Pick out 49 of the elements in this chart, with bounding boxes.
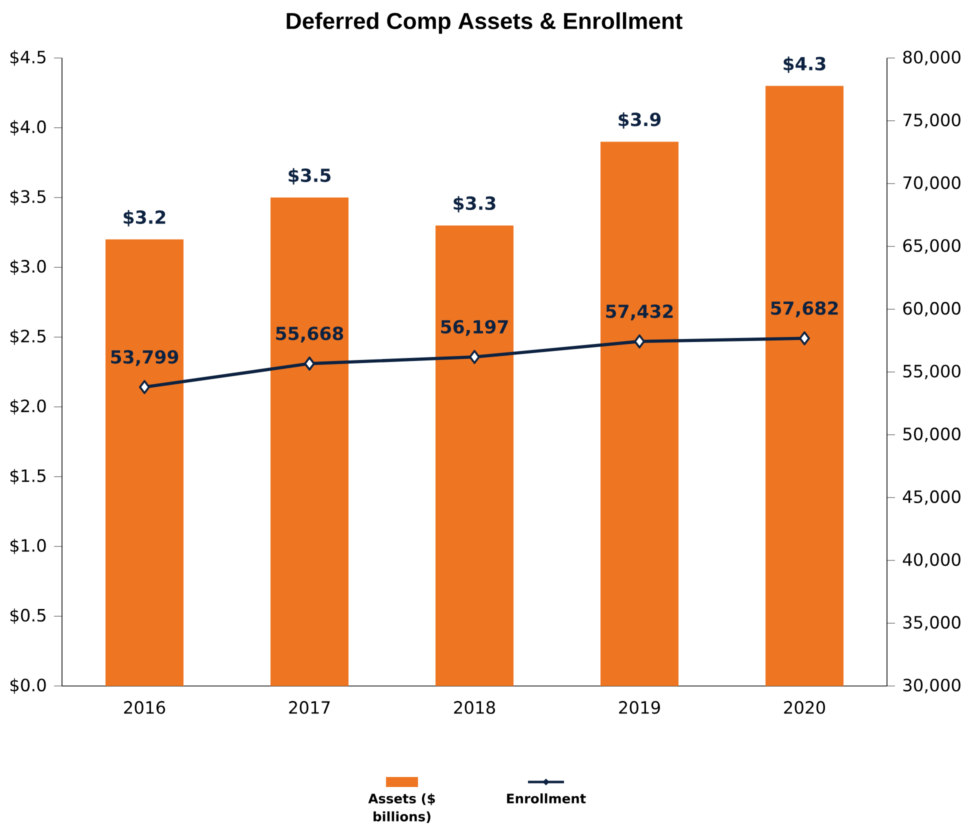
data-label: $3.5 [288, 168, 330, 184]
y2-tick-label: 60,000 [903, 302, 960, 316]
legend-label: Assets ($ billions) [368, 793, 435, 823]
bar [600, 142, 678, 686]
x-tick-label: 2019 [619, 701, 660, 714]
bar [106, 239, 184, 686]
y-tick-label: $4.5 [10, 50, 46, 66]
data-label: $3.9 [618, 112, 661, 129]
y2-tick-label: 35,000 [903, 616, 960, 630]
chart-title: Deferred Comp Assets & Enrollment [286, 12, 682, 34]
data-label: 53,799 [111, 350, 178, 366]
y2-tick-label: 80,000 [903, 50, 960, 66]
x-tick-label: 2020 [784, 701, 825, 714]
y2-tick-label: 65,000 [903, 239, 960, 254]
y2-tick-label: 75,000 [903, 114, 960, 128]
data-label: $3.2 [124, 210, 166, 226]
point [304, 356, 316, 371]
point [634, 334, 646, 348]
y2-tick-label: 70,000 [903, 176, 960, 191]
y-tick-label: $3.5 [10, 190, 46, 206]
data-label: 57,682 [771, 301, 838, 318]
bar [270, 198, 349, 686]
y-tick-label: $1.5 [10, 468, 46, 484]
y2-tick-label: 30,000 [903, 678, 960, 694]
bar [766, 86, 844, 686]
x-tick-label: 2016 [124, 701, 166, 714]
legend-label: Enrollment [507, 793, 586, 804]
y-tick-label: $0.0 [10, 678, 46, 694]
y2-tick-label: 55,000 [903, 364, 960, 380]
y-tick-label: $1.0 [10, 538, 46, 554]
y-tick-label: $4.0 [10, 120, 46, 136]
x-tick-label: 2018 [454, 701, 495, 714]
y2-tick-label: 45,000 [902, 490, 960, 505]
y-tick-label: $2.0 [10, 399, 46, 415]
y-tick-label: $2.5 [10, 329, 46, 345]
point [139, 380, 150, 394]
point [469, 350, 480, 364]
y2-tick-label: 40,000 [902, 553, 960, 568]
y-tick-label: $0.5 [10, 608, 46, 624]
data-label: 56,197 [441, 320, 508, 336]
data-label: 55,668 [276, 326, 344, 343]
y2-tick-label: 50,000 [903, 428, 960, 442]
x-tick-label: 2017 [289, 701, 330, 714]
data-label: 57,432 [606, 304, 673, 320]
point [799, 331, 810, 346]
data-label: $3.3 [454, 196, 496, 212]
y-tick-label: $3.0 [10, 260, 46, 276]
data-label: $4.3 [784, 56, 826, 73]
bar [436, 225, 514, 686]
